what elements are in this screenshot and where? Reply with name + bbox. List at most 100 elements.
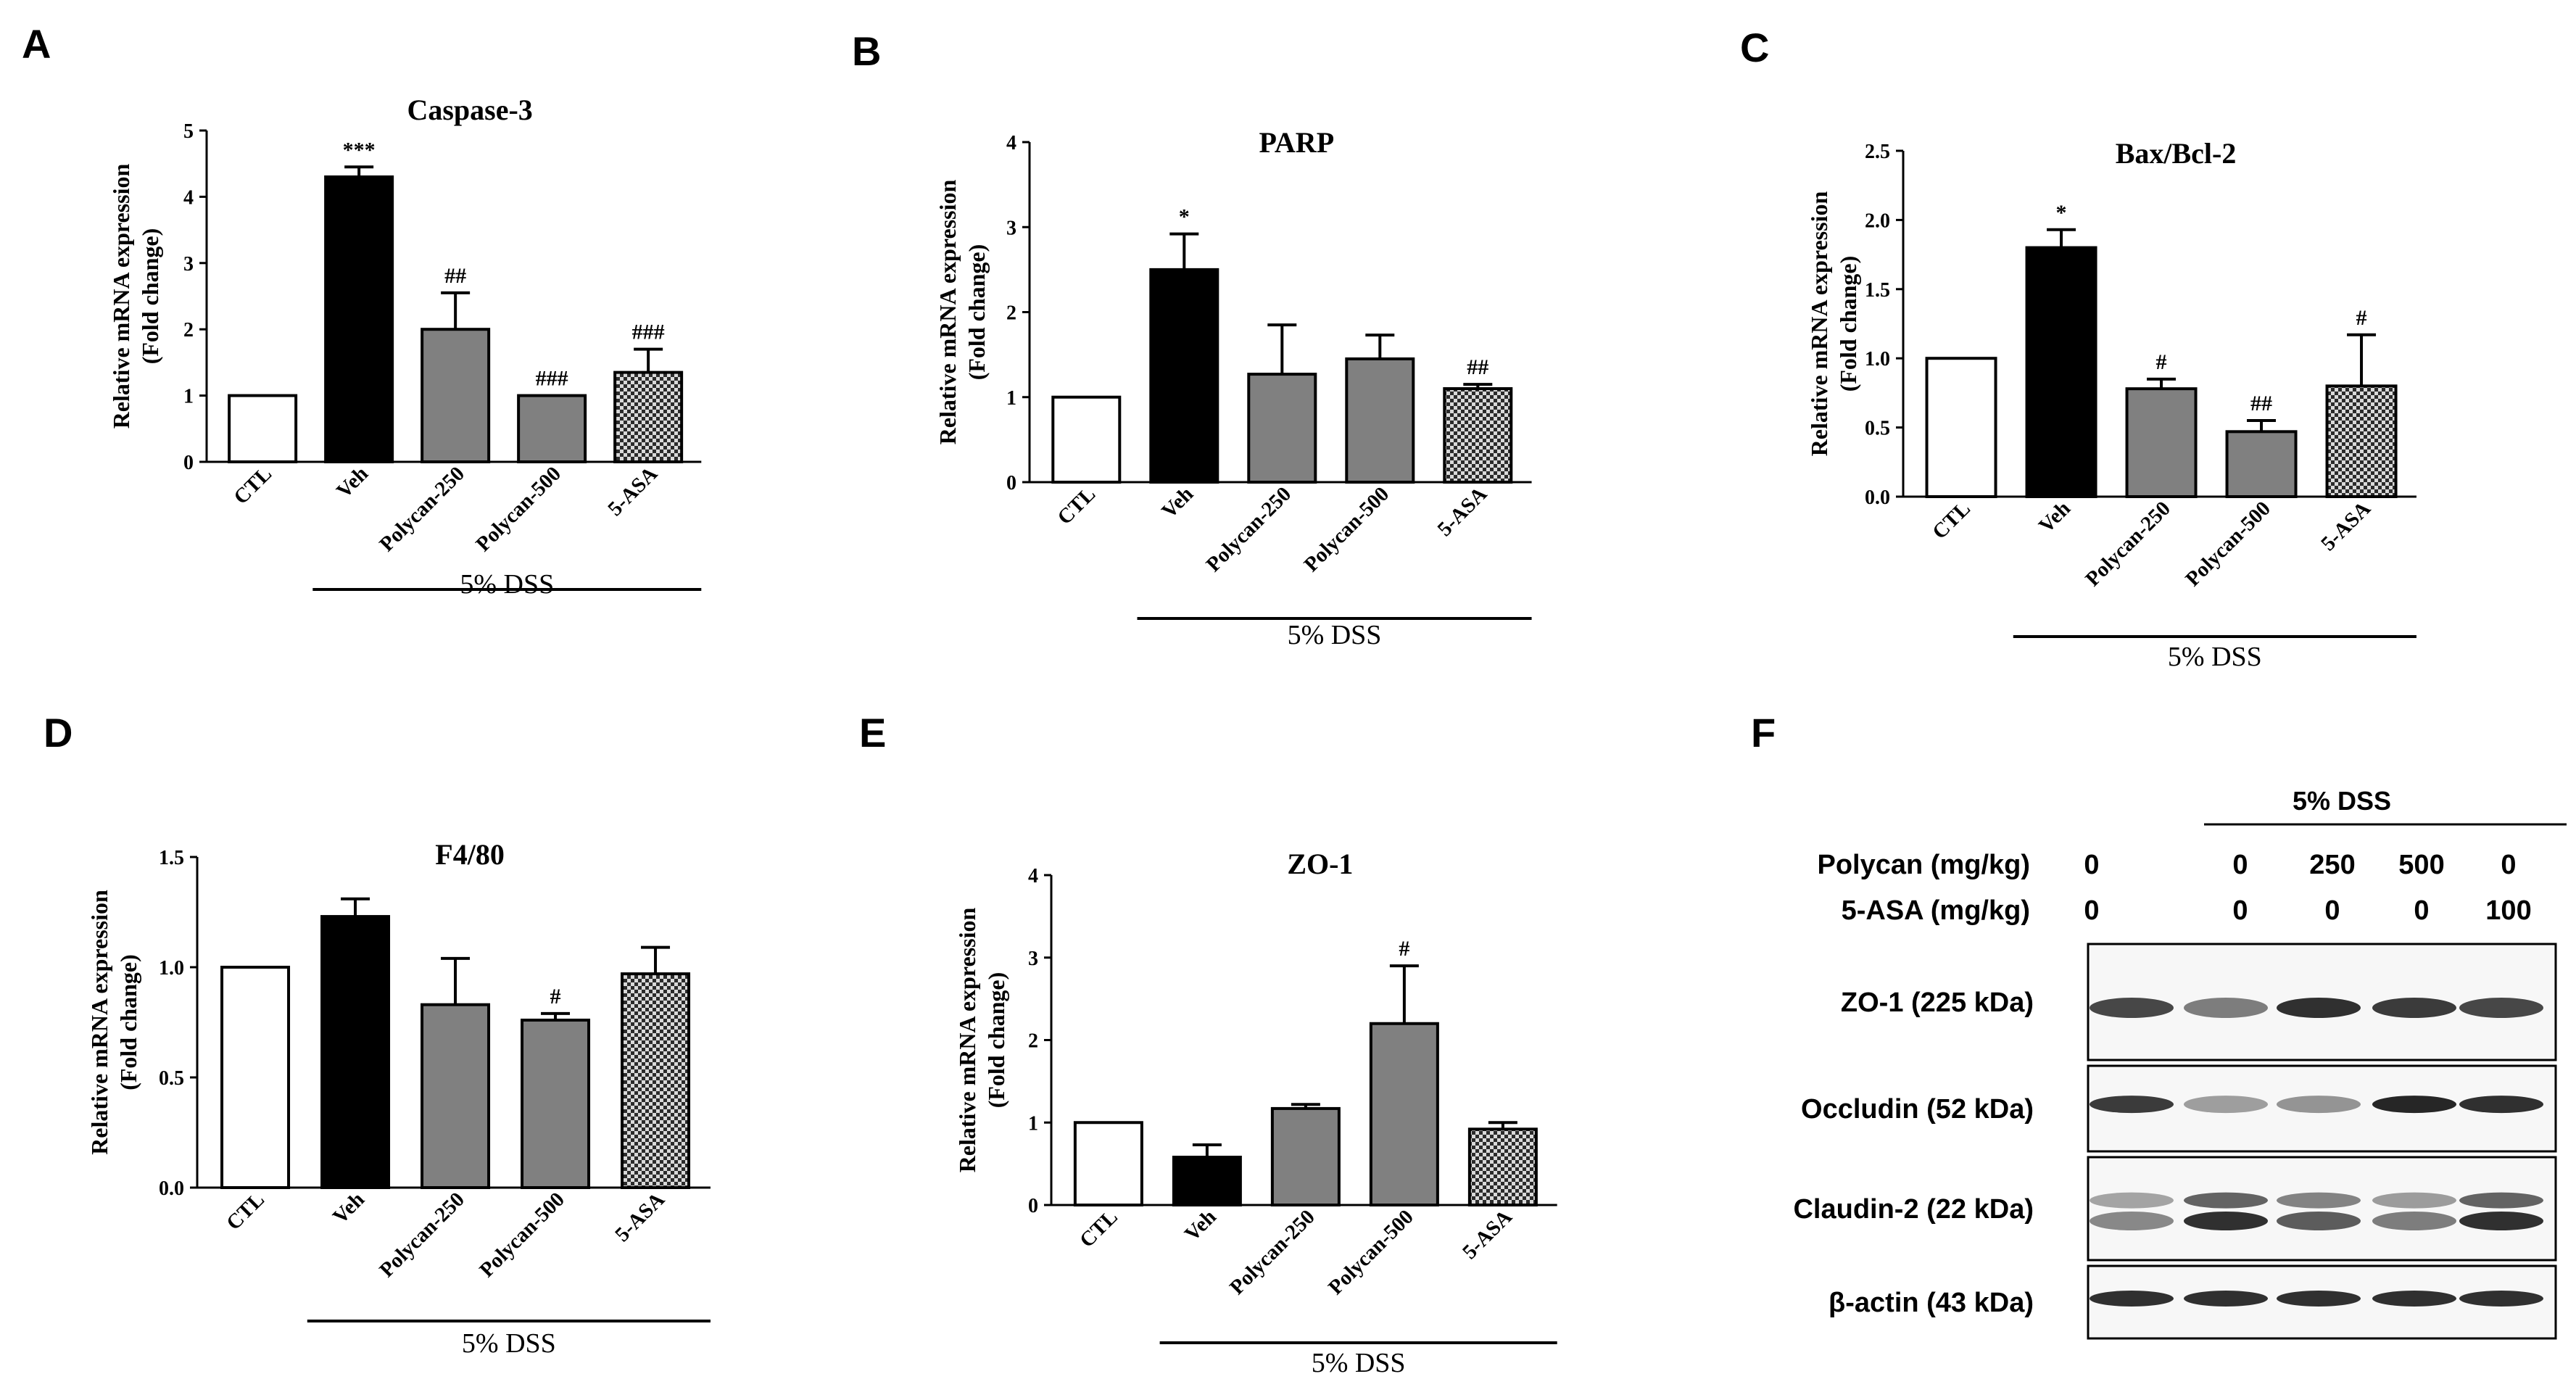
category-label: Polycan-500 [1300,482,1394,576]
asa-dose: 100 [2485,895,2531,926]
panel-letter-c: C [1740,25,1769,70]
category-label: 5-ASA [610,1188,669,1246]
category-label: Veh [328,1188,369,1228]
y-tick-label: 1 [1028,1112,1038,1135]
polycan-dose: 250 [2309,850,2355,880]
chart-title: PARP [1259,126,1334,159]
y-tick-label: 0.5 [1865,418,1890,440]
blot-row-label-polycan: Polycan (mg/kg) [1818,850,2031,880]
y-tick-label: 2.0 [1865,210,1890,232]
blot-band [2277,1212,2361,1231]
blot-band [2184,1192,2268,1209]
significance-label: # [2356,306,2367,330]
blot-band [2459,1096,2543,1114]
blot-row: ZO-1 (225 kDa) [1841,943,2557,1061]
blot-row: Claudin-2 (22 kDa) [1793,1156,2557,1262]
blot-band [2277,1192,2361,1209]
y-tick-label: 0 [1006,472,1016,494]
y-tick-label: 4 [1006,132,1016,154]
category-label: Polycan-250 [375,1188,469,1282]
y-axis-label-line2: (Fold change) [137,228,163,365]
bar-5-asa [2325,384,2398,498]
blot-band [2090,1192,2174,1209]
y-axis-label-line2: (Fold change) [964,244,990,381]
y-tick-label: 3 [1028,948,1038,970]
group-label: 5% DSS [460,569,554,600]
bar-veh [1149,268,1219,484]
y-tick-label: 0.5 [159,1067,184,1090]
category-label: Polycan-250 [2081,497,2175,591]
bar-polycan-500 [517,394,587,463]
y-axis-label-line2: (Fold change) [115,954,141,1090]
blot-row: Occludin (52 kDa) [1801,1064,2557,1153]
significance-label: ## [1467,355,1488,379]
significance-label: # [2156,350,2167,374]
blot-band [2184,998,2268,1018]
chart-title: F4/80 [435,838,505,871]
panel-letter-b: B [852,28,881,74]
bar-polycan-250 [1270,1106,1341,1206]
blot-band-label: Occludin (52 kDa) [1801,1094,2034,1125]
category-label: 5-ASA [2316,497,2375,555]
bar-5-asa [1443,387,1513,484]
category-label: CTL [222,1188,269,1235]
significance-label: ## [444,264,466,288]
bar-polycan-500 [1369,1022,1439,1206]
category-label: Polycan-500 [475,1188,569,1282]
blot-band-label: ZO-1 (225 kDa) [1841,988,2034,1018]
blot-band [2277,1096,2361,1114]
y-tick-label: 1 [1006,387,1016,410]
blot-band [2277,998,2361,1018]
group-label: 5% DSS [1312,1348,1406,1378]
chart-title: Caspase-3 [407,94,532,126]
polycan-dose: 500 [2398,850,2444,880]
y-tick-label: 0.0 [1865,487,1890,509]
asa-dose: 0 [2414,895,2429,926]
category-label: CTL [1053,482,1100,529]
blot-band [2459,1212,2543,1231]
significance-label: ## [2250,392,2272,415]
bar-veh [1172,1156,1242,1207]
blot-row-label-asa: 5-ASA (mg/kg) [1842,895,2030,926]
category-label: Veh [332,462,373,502]
chart-title: Bax/Bcl-2 [2116,137,2237,170]
significance-label: ### [536,367,568,391]
category-label: Polycan-500 [1324,1205,1418,1299]
blot-membrane [2087,1156,2557,1262]
category-label: 5-ASA [1433,482,1492,541]
blot-band [2372,1192,2456,1209]
significance-label: # [1399,937,1409,961]
chart-e: ZO-1 0 1 2 3 4 Relative mRNA expression (Fold c… [954,848,1557,1378]
panel-letter-a: A [22,21,51,67]
y-tick-label: 2 [183,319,194,341]
blot-band [2372,1096,2456,1114]
panel-letter-f: F [1751,710,1776,755]
bar-polycan-250 [421,328,491,464]
bar-polycan-500 [521,1018,591,1189]
asa-dose: 0 [2084,895,2099,926]
bar-veh [320,915,391,1189]
y-tick-label: 1 [183,386,194,408]
blot-band-label: Claudin-2 (22 kDa) [1793,1194,2034,1225]
category-label: Polycan-500 [2181,497,2275,591]
blot-band [2459,998,2543,1018]
y-tick-label: 1.0 [1865,348,1890,370]
blot-band [2090,1212,2174,1231]
chart-title: ZO-1 [1287,848,1353,880]
blot-row: β-actin (43 kDa) [1829,1264,2557,1340]
category-label: CTL [1075,1205,1122,1252]
bar-ctl [1925,357,1997,499]
y-tick-label: 1.5 [1865,279,1890,302]
chart-d: F4/80 0.0 0.5 1.0 1.5 Relative mRNA expressio… [86,838,711,1359]
blot-band-label: β-actin (43 kDa) [1829,1288,2034,1318]
bar-ctl [1051,395,1122,484]
significance-label: ### [632,320,665,344]
y-tick-label: 2 [1006,302,1016,325]
y-tick-label: 4 [1028,865,1038,887]
category-label: CTL [1928,497,1975,544]
y-tick-label: 3 [183,253,194,276]
y-axis-label-line1: Relative mRNA expression [935,180,961,445]
blot-band [2184,1212,2268,1231]
asa-dose: 0 [2324,895,2340,926]
blot-band [2459,1192,2543,1209]
